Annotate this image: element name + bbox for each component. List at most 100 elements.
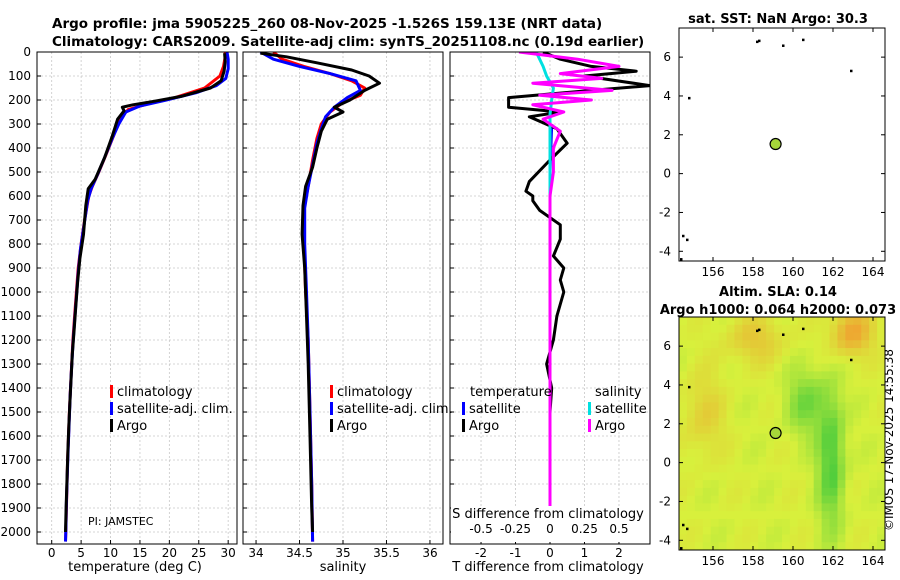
sla-cell xyxy=(686,472,696,481)
sla-cell xyxy=(718,340,728,349)
map-xtick-label-4: 164 xyxy=(862,265,885,279)
sla-cell xyxy=(861,379,870,388)
sla-cell xyxy=(742,464,751,473)
sla-cell xyxy=(679,425,688,435)
sla-cell xyxy=(766,542,775,550)
sla-cell xyxy=(813,410,823,419)
sla-cell xyxy=(679,355,688,365)
sla-cell xyxy=(782,340,791,349)
sla-cell xyxy=(718,371,728,380)
sla-cell xyxy=(702,379,712,388)
sla-cell xyxy=(686,518,696,528)
sla-cell xyxy=(813,332,823,341)
sla-cell xyxy=(797,363,807,372)
sla-cell xyxy=(710,526,720,536)
sla-cell xyxy=(710,386,720,396)
sla-cell xyxy=(702,487,712,497)
sla-cell xyxy=(837,332,846,341)
sla-cell xyxy=(702,456,712,466)
ytick-label-600: 600 xyxy=(8,189,31,203)
sla-cell xyxy=(877,433,885,442)
temperature-xlabel: temperature (deg C) xyxy=(68,560,202,575)
sla-cell xyxy=(805,534,815,543)
sla-cell xyxy=(797,487,807,497)
sla-cell xyxy=(686,511,696,520)
sla-cell xyxy=(821,348,831,357)
sla-cell xyxy=(805,425,815,435)
ytick-label-1100: 1100 xyxy=(0,309,31,323)
sla-cell xyxy=(853,348,862,357)
sla-cell xyxy=(789,425,799,435)
sla-cell xyxy=(718,363,728,372)
sla-cell xyxy=(797,441,807,450)
sla-cell xyxy=(679,371,688,380)
sla-cell xyxy=(734,487,743,497)
sla-cell xyxy=(845,456,854,466)
sla-cell xyxy=(861,542,870,550)
sla-cell xyxy=(702,324,712,334)
sla-cell xyxy=(679,503,688,512)
sla-cell xyxy=(853,363,862,372)
sla-cell xyxy=(694,371,704,380)
sla-cell xyxy=(789,371,799,380)
sla-cell xyxy=(829,317,839,326)
sla-cell xyxy=(869,511,878,520)
sla-cell xyxy=(789,511,799,520)
sla-cell xyxy=(813,495,823,504)
sla-cell xyxy=(718,542,728,550)
sla-cell xyxy=(679,480,688,489)
sla-cell xyxy=(869,324,878,334)
sla-cell xyxy=(789,317,799,326)
sla-cell xyxy=(710,348,720,357)
sla-cell xyxy=(766,317,775,326)
sla-cell xyxy=(679,332,688,341)
sla-cell xyxy=(829,348,839,357)
ytick-label-200: 200 xyxy=(8,93,31,107)
sla-cell xyxy=(861,340,870,349)
map-xtick-label-0: 156 xyxy=(702,265,725,279)
sla-cell xyxy=(869,464,878,473)
sla-cell xyxy=(805,503,815,512)
sla-cell xyxy=(710,425,720,435)
sla-cell xyxy=(821,433,831,442)
sst-map-coastline xyxy=(680,38,853,261)
sla-cell xyxy=(821,410,831,419)
sla-cell xyxy=(718,464,728,473)
sla-cell xyxy=(702,394,712,404)
sst-map: 156 158 160 162 164 -4 -2 0 2 4 6 xyxy=(659,27,886,279)
sla-cell xyxy=(726,324,736,334)
sla-cell xyxy=(734,511,743,520)
sla-cell xyxy=(702,464,712,473)
sla-cell xyxy=(805,433,815,442)
sla-cell xyxy=(797,511,807,520)
sla-cell xyxy=(734,425,743,435)
ytick-label-1700: 1700 xyxy=(0,453,31,467)
sla-cell xyxy=(758,511,767,520)
sla-cell xyxy=(726,526,736,536)
sla-cell xyxy=(766,371,775,380)
sla-cell xyxy=(797,526,807,536)
sla-cell xyxy=(702,332,712,341)
xtick-label-3: 1 xyxy=(581,546,589,560)
sla-cell xyxy=(837,348,846,357)
ytick-label-1400: 1400 xyxy=(0,381,31,395)
sla-cell xyxy=(877,480,885,489)
sla-cell xyxy=(726,449,736,458)
sla-cell xyxy=(805,480,815,489)
sla-cell xyxy=(782,456,791,466)
sla-cell xyxy=(829,340,839,349)
legend-swatch-argo xyxy=(110,419,113,432)
sla-cell xyxy=(750,495,759,504)
sla-cell xyxy=(861,511,870,520)
sla-cell xyxy=(845,410,854,419)
sla-cell xyxy=(774,518,783,528)
sla-cell xyxy=(821,324,831,334)
sla-cell xyxy=(750,386,759,396)
sla-cell xyxy=(861,324,870,334)
sla-cell xyxy=(766,503,775,512)
sla-cell xyxy=(766,394,775,404)
sla-cell xyxy=(821,487,831,497)
sla-cell xyxy=(813,526,823,536)
map-ytick-label-4: 4 xyxy=(663,378,671,392)
sla-cell xyxy=(742,495,751,504)
